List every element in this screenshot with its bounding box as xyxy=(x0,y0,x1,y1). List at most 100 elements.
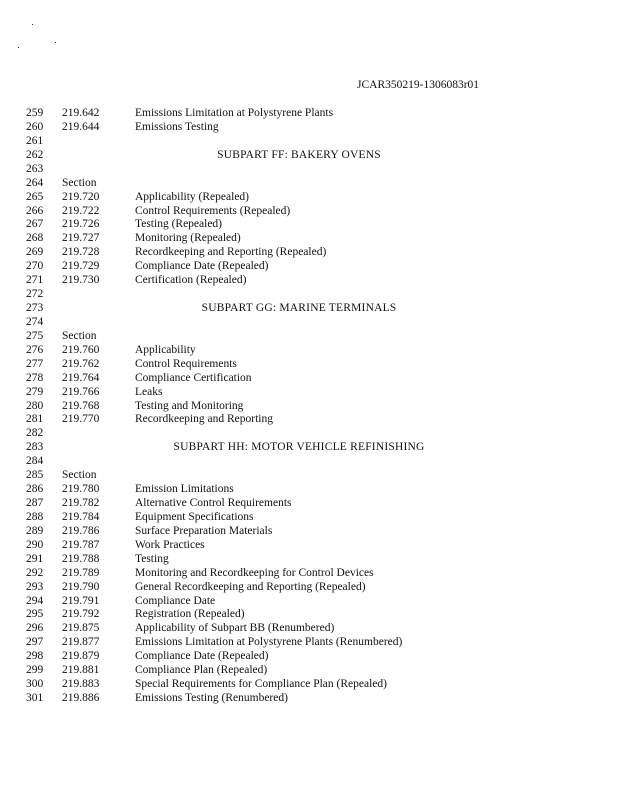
line-number: 274 xyxy=(26,315,44,328)
listing-line: 277 219.762 Control Requirements xyxy=(0,357,618,371)
listing-line: 298 219.879 Compliance Date (Repealed) xyxy=(0,649,618,663)
subpart-heading-line: 273 SUBPART GG: MARINE TERMINALS xyxy=(0,301,618,315)
section-number: 219.881 xyxy=(62,664,100,677)
line-number: 295 xyxy=(26,608,44,621)
listing-line: 268 219.727 Monitoring (Repealed) xyxy=(0,231,618,245)
listing-line: 286 219.780 Emission Limitations xyxy=(0,482,618,496)
section-title: Emissions Testing (Renumbered) xyxy=(135,692,288,705)
listing-line: 275 Section xyxy=(0,329,618,343)
section-number: 219.770 xyxy=(62,413,100,426)
section-column-label: Section xyxy=(62,176,97,189)
listing-line: 284 xyxy=(0,454,618,468)
section-number: 219.768 xyxy=(62,399,100,412)
listing-line: 270 219.729 Compliance Date (Repealed) xyxy=(0,259,618,273)
section-number: 219.788 xyxy=(62,552,100,565)
section-title: Monitoring (Repealed) xyxy=(135,232,241,245)
section-number: 219.782 xyxy=(62,497,100,510)
section-title: Alternative Control Requirements xyxy=(135,497,292,510)
section-title: Compliance Date (Repealed) xyxy=(135,260,269,273)
scan-speck xyxy=(55,42,56,43)
line-number: 277 xyxy=(26,357,44,370)
line-number: 264 xyxy=(26,176,44,189)
listing-line: 281 219.770 Recordkeeping and Reporting xyxy=(0,412,618,426)
listing-line: 296 219.875 Applicability of Subpart BB (R… xyxy=(0,621,618,635)
listing-line: 299 219.881 Compliance Plan (Repealed) xyxy=(0,663,618,677)
line-number: 286 xyxy=(26,483,44,496)
section-number: 219.790 xyxy=(62,580,100,593)
section-title: Testing xyxy=(135,552,169,565)
section-title: Compliance Certification xyxy=(135,371,252,384)
line-number: 285 xyxy=(26,469,44,482)
listing-line: 279 219.766 Leaks xyxy=(0,385,618,399)
section-number: 219.760 xyxy=(62,343,100,356)
line-number: 265 xyxy=(26,190,44,203)
section-number: 219.762 xyxy=(62,357,100,370)
line-number: 278 xyxy=(26,371,44,384)
listing-line: 269 219.728 Recordkeeping and Reporting (R… xyxy=(0,245,618,259)
listing-line: 278 219.764 Compliance Certification xyxy=(0,371,618,385)
section-title: Emissions Limitation at Polystyrene Plan… xyxy=(135,636,403,649)
listing-line: 266 219.722 Control Requirements (Repealed… xyxy=(0,204,618,218)
listing-line: 263 xyxy=(0,162,618,176)
section-number: 219.764 xyxy=(62,371,100,384)
section-number: 219.727 xyxy=(62,232,100,245)
line-number: 293 xyxy=(26,580,44,593)
listing-line: 295 219.792 Registration (Repealed) xyxy=(0,607,618,621)
line-number: 267 xyxy=(26,218,44,231)
section-title: Equipment Specifications xyxy=(135,510,254,523)
section-title: Emissions Limitation at Polystyrene Plan… xyxy=(135,107,334,119)
section-number: 219.722 xyxy=(62,204,100,217)
listing-line: 267 219.726 Testing (Repealed) xyxy=(0,217,618,231)
section-number: 219.642 xyxy=(62,107,100,119)
section-number: 219.729 xyxy=(62,260,100,273)
listing-line: 292 219.789 Monitoring and Recordkeeping f… xyxy=(0,566,618,580)
section-title: Control Requirements (Repealed) xyxy=(135,204,291,217)
section-number: 219.879 xyxy=(62,650,100,663)
line-number: 276 xyxy=(26,343,44,356)
section-title: Registration (Repealed) xyxy=(135,608,245,621)
line-number: 301 xyxy=(26,692,44,705)
subpart-heading-line: 262 SUBPART FF: BAKERY OVENS xyxy=(0,148,618,162)
line-number: 269 xyxy=(26,246,44,259)
listing-line: 287 219.782 Alternative Control Requiremen… xyxy=(0,496,618,510)
section-title: Work Practices xyxy=(135,538,205,551)
section-title: Surface Preparation Materials xyxy=(135,524,273,537)
scan-speck xyxy=(32,24,33,25)
section-title: Control Requirements xyxy=(135,357,237,370)
line-number: 290 xyxy=(26,538,44,551)
section-title: Emission Limitations xyxy=(135,483,234,496)
listing-line: 285 Section xyxy=(0,468,618,482)
section-title: Emissions Testing xyxy=(135,120,219,133)
line-number: 272 xyxy=(26,288,44,301)
line-number: 271 xyxy=(26,274,44,287)
line-number: 280 xyxy=(26,399,44,412)
line-number: 300 xyxy=(26,678,44,691)
document-id: JCAR350219-1306083r01 xyxy=(357,79,480,91)
line-number: 299 xyxy=(26,664,44,677)
line-number: 281 xyxy=(26,413,44,426)
line-number: 292 xyxy=(26,566,44,579)
section-title: Recordkeeping and Reporting xyxy=(135,413,273,426)
line-number: 294 xyxy=(26,594,44,607)
section-title: Applicability xyxy=(135,343,196,356)
listing-line: 291 219.788 Testing xyxy=(0,552,618,566)
section-number: 219.644 xyxy=(62,120,100,133)
section-number: 219.728 xyxy=(62,246,100,259)
line-number: 263 xyxy=(26,162,44,175)
section-number: 219.791 xyxy=(62,594,100,607)
section-title: Applicability of Subpart BB (Renumbered) xyxy=(135,622,335,635)
line-number: 260 xyxy=(26,120,44,133)
section-number: 219.883 xyxy=(62,678,100,691)
section-title: Leaks xyxy=(135,385,163,398)
section-number: 219.787 xyxy=(62,538,100,551)
line-number: 296 xyxy=(26,622,44,635)
listing-line: 264 Section xyxy=(0,176,618,190)
listing-line: 297 219.877 Emissions Limitation at Polyst… xyxy=(0,635,618,649)
section-title: Compliance Plan (Repealed) xyxy=(135,664,268,677)
listing-line: 300 219.883 Special Requirements for Compl… xyxy=(0,677,618,691)
listing-line: 276 219.760 Applicability xyxy=(0,343,618,357)
listing-line: 290 219.787 Work Practices xyxy=(0,538,618,552)
line-number: 273 xyxy=(26,302,44,315)
section-number: 219.720 xyxy=(62,190,100,203)
listing-line: 259 219.642 Emissions Limitation at Polyst… xyxy=(0,106,618,120)
